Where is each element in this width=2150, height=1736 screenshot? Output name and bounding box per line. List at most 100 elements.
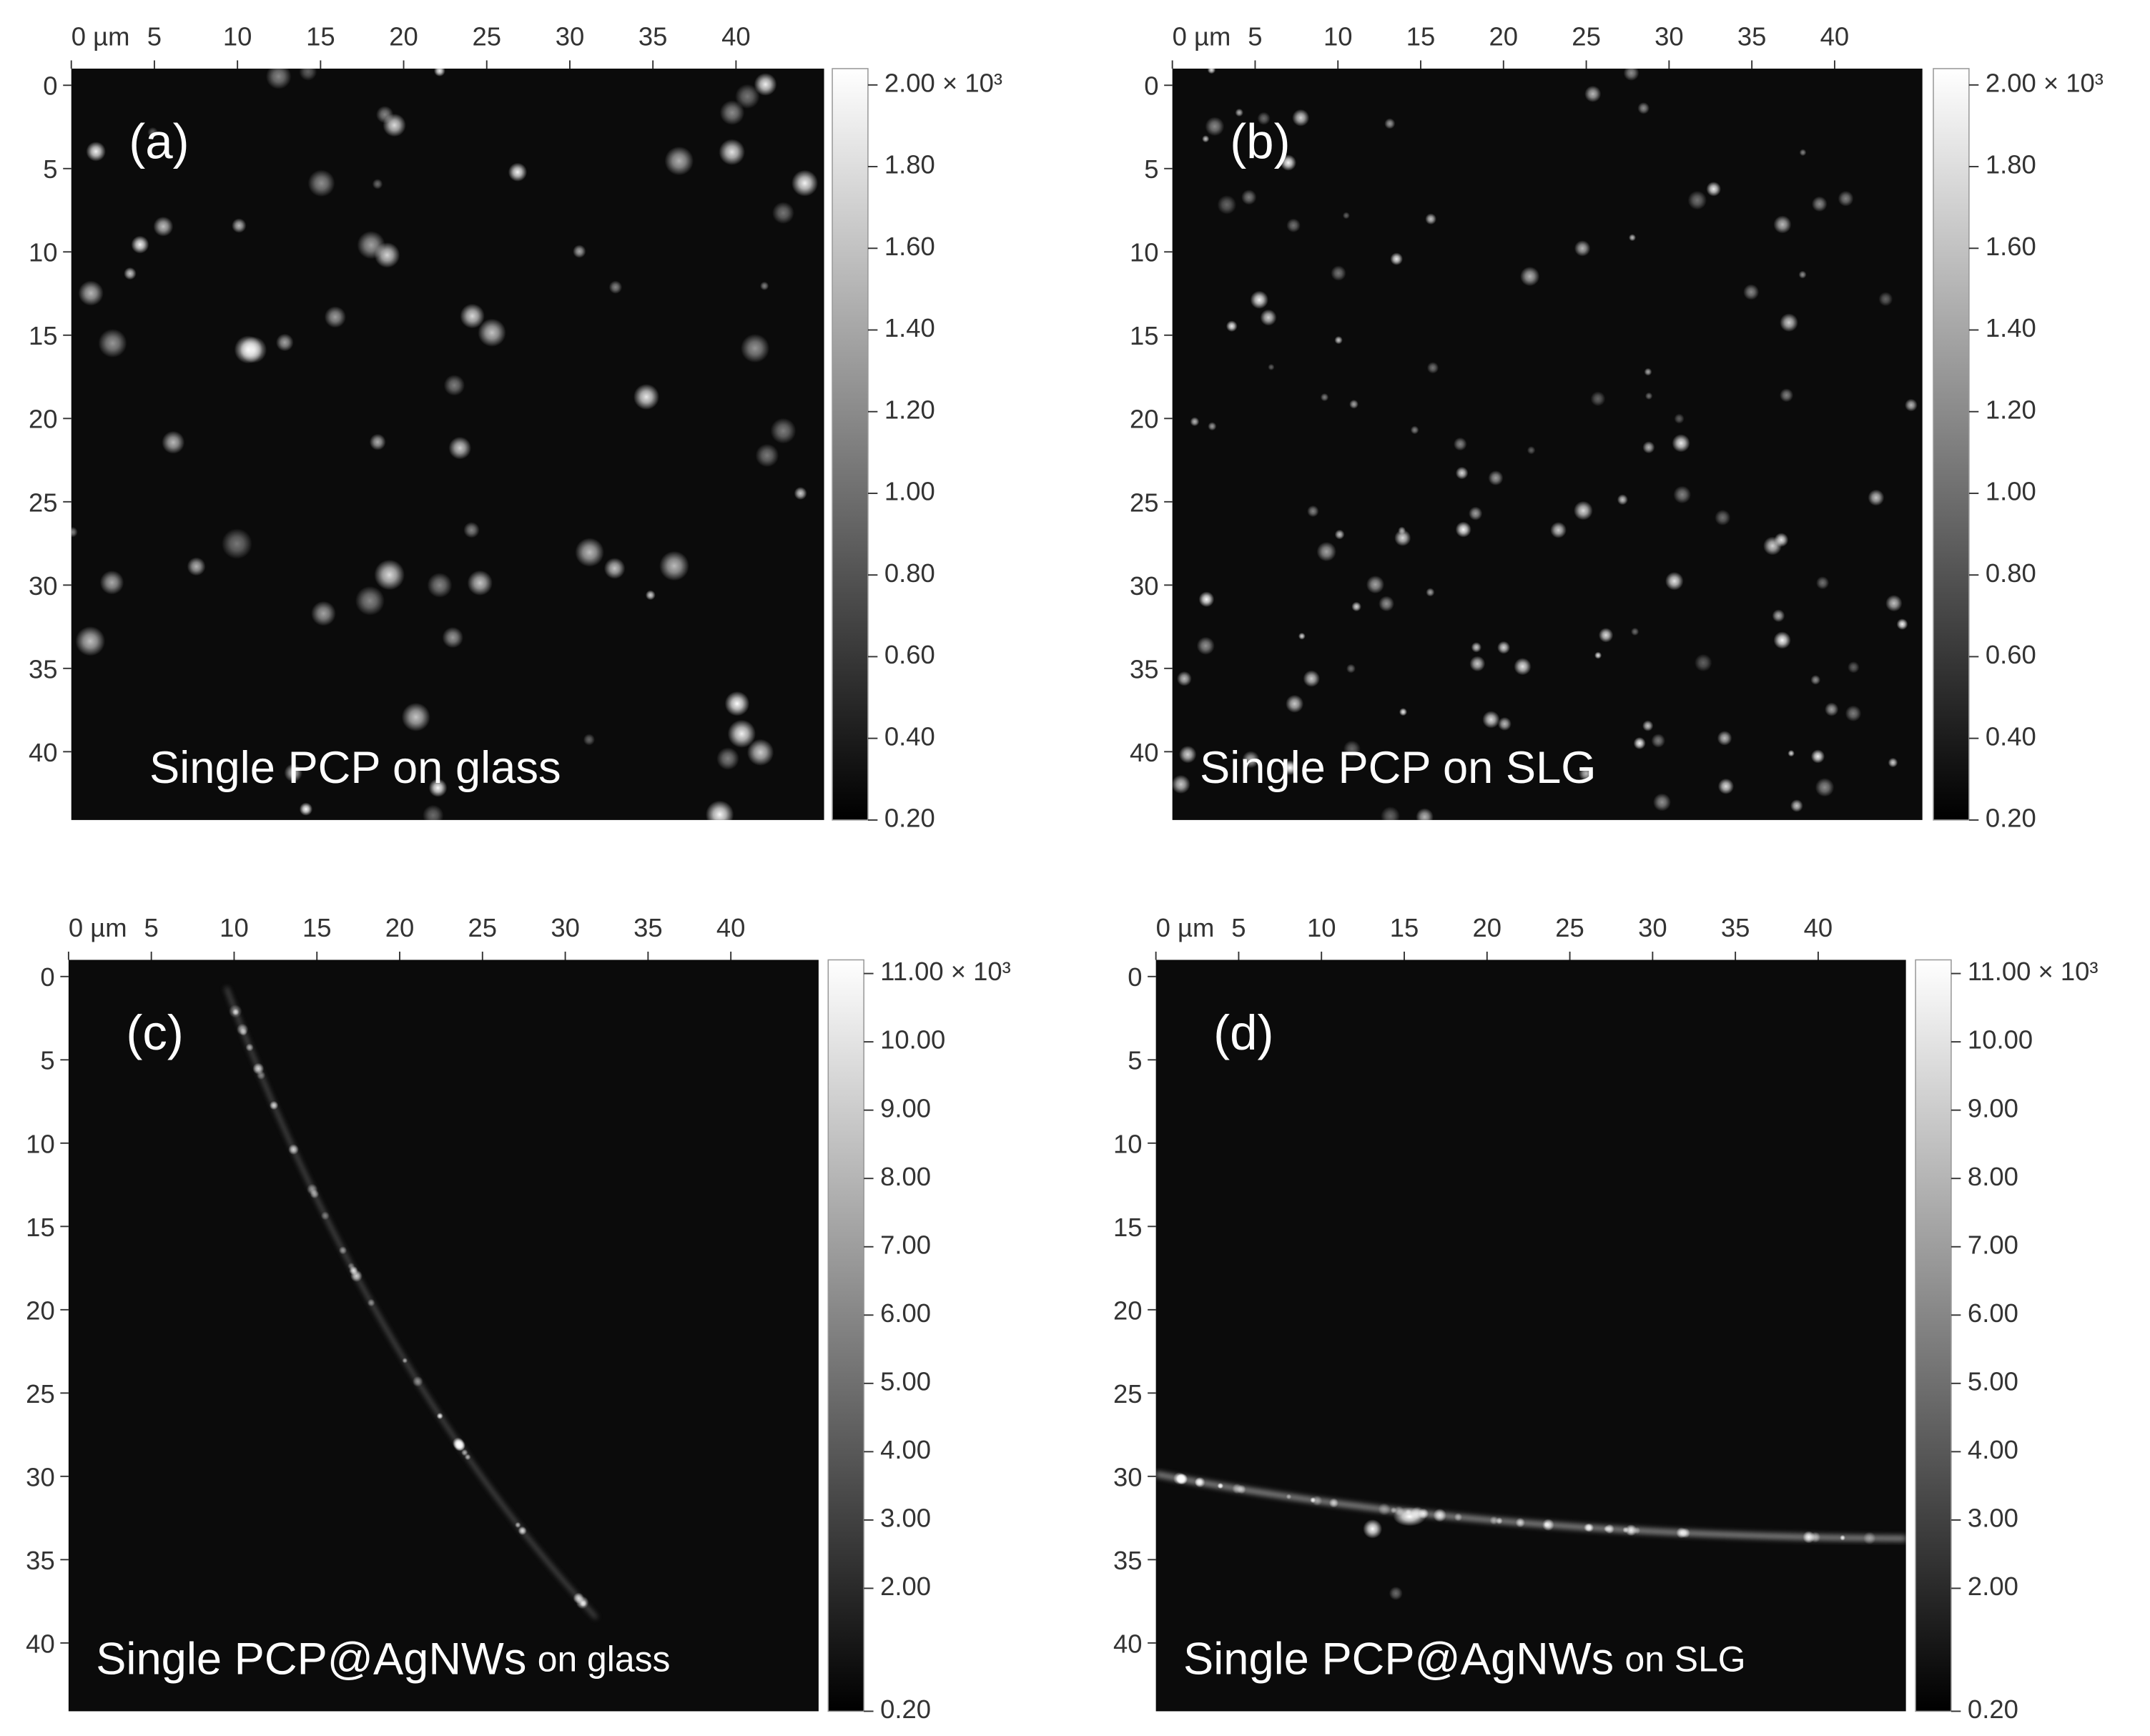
spot: [448, 436, 472, 460]
spot: [608, 280, 623, 294]
spot: [467, 570, 493, 596]
x-tick-label: 10: [1307, 913, 1336, 942]
spot: [755, 443, 779, 468]
colorbar-tick-label: 0.20: [880, 1695, 931, 1724]
colorbar-tick-label: 0.20: [1986, 804, 2036, 833]
spot: [99, 570, 124, 595]
spot: [1815, 777, 1835, 797]
y-tick-label: 40: [26, 1629, 55, 1658]
spot: [1706, 182, 1721, 197]
panel-label: (b): [1230, 114, 1290, 169]
spot: [1257, 112, 1271, 125]
spot: [1307, 505, 1319, 518]
caption-main: Single PCP on SLG: [1200, 743, 1597, 793]
y-tick-label: 0: [40, 962, 54, 992]
colorbar-tick-label: 5.00: [1968, 1366, 2018, 1396]
spot: [374, 559, 405, 591]
y-tick-label: 15: [26, 1213, 55, 1242]
spot: [719, 139, 745, 166]
spot: [86, 142, 106, 162]
image: [1155, 960, 1906, 1712]
spot: [307, 169, 335, 197]
colorbar-tick-label: 10.00: [880, 1025, 945, 1055]
colorbar-tick-label: 0.20: [884, 804, 935, 833]
spot: [794, 487, 807, 500]
spot: [792, 169, 819, 197]
spot: [1665, 571, 1684, 591]
spot: [1527, 445, 1536, 455]
spot: [1426, 588, 1435, 597]
y-tick-label: 35: [1130, 654, 1159, 684]
spot: [375, 106, 394, 124]
spot: [716, 747, 739, 770]
spot: [338, 1246, 347, 1255]
spot: [124, 267, 137, 280]
spot: [1520, 266, 1540, 287]
panel: 0 µm 5 10 15 20 25 30 35 40 0 5 10 15 20 25 30 35 40 2.00 …: [1130, 21, 2104, 832]
x-tick-label: 25: [1572, 21, 1601, 51]
spot: [1798, 270, 1807, 279]
colorbar-tick-label: 0.40: [884, 721, 935, 751]
x-tick-label: 5: [144, 913, 159, 942]
colorbar-tick-label: 1.20: [1986, 395, 2036, 424]
spot: [1194, 1476, 1205, 1488]
spot: [232, 1008, 240, 1016]
x-tick-label: 20: [389, 21, 418, 51]
y-tick-label: 15: [1130, 321, 1159, 350]
colorbar: [832, 68, 869, 821]
spot: [1298, 632, 1306, 640]
y-tick-label: 10: [1113, 1129, 1143, 1158]
x-tick-label: 0 µm: [1156, 913, 1215, 942]
spot: [1840, 1534, 1846, 1541]
spot: [1389, 1586, 1403, 1601]
spot: [1217, 1483, 1223, 1489]
spot: [372, 179, 383, 189]
spot: [1773, 631, 1791, 649]
spot: [1426, 362, 1439, 374]
colorbar-tick-label: 1.40: [884, 313, 935, 342]
spot: [1717, 731, 1732, 746]
spot: [746, 739, 774, 766]
caption: Single PCP on glass: [149, 743, 561, 793]
y-tick-label: 20: [1130, 405, 1159, 434]
spot: [350, 1270, 363, 1282]
spot: [131, 235, 149, 254]
spot: [1715, 509, 1731, 526]
spot: [1630, 627, 1639, 636]
colorbar-tick-label: 7.00: [880, 1230, 931, 1259]
spot: [1236, 1484, 1246, 1494]
spot: [460, 303, 485, 329]
spot: [1652, 793, 1672, 812]
colorbar-tick-label: 6.00: [1968, 1298, 2018, 1328]
spot: [240, 1028, 247, 1036]
spot: [442, 626, 463, 648]
colorbar-tick-label: 2.00 × 10³: [1986, 68, 2104, 97]
spot: [98, 328, 127, 358]
colorbar-tick-label: 1.40: [1986, 313, 2036, 342]
spot: [1292, 109, 1310, 127]
spot: [1825, 702, 1839, 716]
spot: [1172, 774, 1190, 794]
spot: [1410, 425, 1419, 435]
colorbar-tick-label: 9.00: [880, 1093, 931, 1123]
x-tick-label: 35: [633, 913, 663, 942]
spot: [1488, 470, 1504, 486]
spot: [1425, 213, 1437, 225]
spot: [1673, 485, 1692, 504]
spot: [1342, 212, 1350, 220]
spot: [724, 691, 750, 716]
spot: [508, 162, 528, 182]
spot: [284, 764, 302, 782]
spot: [1455, 466, 1469, 480]
y-tick-label: 10: [1130, 238, 1159, 267]
x-tick-label: 35: [1721, 913, 1750, 942]
panel-label: (a): [129, 114, 189, 169]
spot: [1885, 595, 1903, 612]
y-tick-label: 15: [29, 321, 58, 350]
spot: [1574, 240, 1591, 257]
spot: [1320, 393, 1329, 402]
spot: [1482, 711, 1500, 729]
spot: [1743, 284, 1760, 300]
x-tick-label: 25: [472, 21, 501, 51]
